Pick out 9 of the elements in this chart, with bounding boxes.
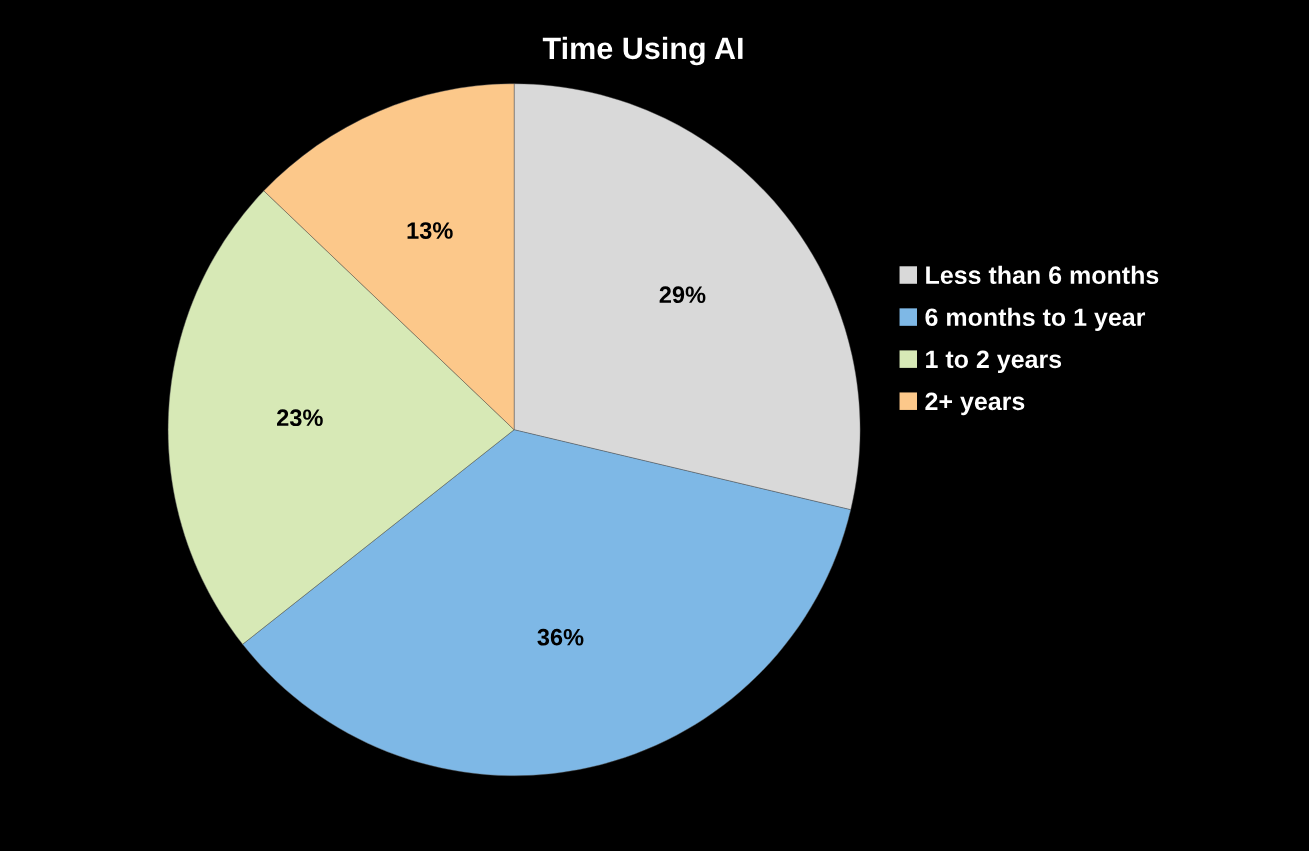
legend-label: 1 to 2 years bbox=[926, 350, 1062, 374]
data-label: 13% bbox=[407, 222, 453, 239]
legend-label: 6 months to 1 year bbox=[925, 307, 1146, 332]
data-label: 29% bbox=[659, 286, 706, 304]
legend-label: 2+ years bbox=[925, 392, 1025, 416]
data-label: 23% bbox=[277, 409, 323, 427]
chart-title: Time Using AI bbox=[542, 36, 743, 66]
data-label: 36% bbox=[537, 628, 584, 646]
legend-label: Less than 6 months bbox=[926, 265, 1159, 285]
